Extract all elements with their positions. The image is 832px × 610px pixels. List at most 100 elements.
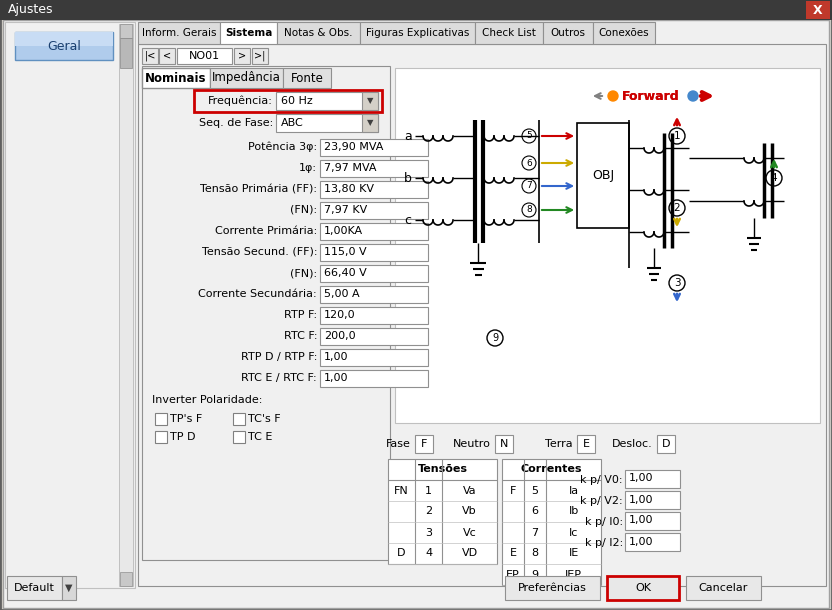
Text: Check List: Check List — [482, 28, 536, 38]
Text: Tensão Secund. (FF):: Tensão Secund. (FF): — [201, 247, 317, 257]
Text: Sistema: Sistema — [225, 28, 272, 38]
Text: X: X — [813, 4, 823, 16]
Bar — [388, 459, 497, 564]
Bar — [577, 123, 629, 228]
Text: Correntes: Correntes — [521, 464, 582, 475]
Text: 1,00: 1,00 — [324, 352, 349, 362]
Text: N: N — [500, 439, 508, 449]
Text: 13,80 KV: 13,80 KV — [324, 184, 374, 194]
Text: 6: 6 — [526, 159, 532, 168]
Bar — [7, 576, 62, 600]
Text: TP D: TP D — [170, 432, 196, 442]
Text: k p/ I2:: k p/ I2: — [585, 538, 623, 548]
Bar — [138, 44, 826, 586]
Text: RTP D / RTP F:: RTP D / RTP F: — [240, 352, 317, 362]
Bar — [277, 22, 360, 44]
Text: TC E: TC E — [248, 432, 272, 442]
Text: Preferências: Preferências — [518, 583, 587, 593]
Bar — [142, 66, 390, 560]
Bar — [283, 68, 331, 88]
Bar — [320, 244, 428, 261]
Bar — [155, 431, 167, 443]
Text: Impedância: Impedância — [212, 71, 281, 85]
Text: Corrente Secundária:: Corrente Secundária: — [198, 289, 317, 299]
Text: Ic: Ic — [569, 528, 578, 537]
Text: 1,00: 1,00 — [629, 495, 653, 504]
Text: EP: EP — [506, 570, 520, 580]
Text: 9: 9 — [492, 333, 498, 343]
Text: Corrente Primária:: Corrente Primária: — [215, 226, 317, 236]
Bar — [502, 459, 601, 585]
Text: ▼: ▼ — [367, 96, 374, 106]
Bar — [62, 576, 76, 600]
Text: 7,97 MVA: 7,97 MVA — [324, 163, 377, 173]
Text: Default: Default — [13, 583, 54, 593]
Text: RTC E / RTC F:: RTC E / RTC F: — [241, 373, 317, 383]
Text: k p/ V2:: k p/ V2: — [581, 496, 623, 506]
Text: Forward: Forward — [622, 90, 680, 102]
Circle shape — [608, 91, 618, 101]
Text: 1: 1 — [674, 131, 681, 141]
Text: Va: Va — [463, 486, 476, 495]
Text: Figuras Explicativas: Figuras Explicativas — [366, 28, 469, 38]
Text: TC's F: TC's F — [248, 414, 280, 424]
Bar — [15, 32, 113, 46]
Text: a: a — [404, 129, 412, 143]
Text: (FN):: (FN): — [290, 205, 317, 215]
Text: Notas & Obs.: Notas & Obs. — [285, 28, 353, 38]
Bar — [220, 22, 277, 44]
Bar — [495, 435, 513, 453]
Text: IE: IE — [568, 548, 578, 559]
Bar — [233, 413, 245, 425]
Text: Cancelar: Cancelar — [698, 583, 748, 593]
Text: Fase: Fase — [386, 439, 411, 449]
Bar — [625, 512, 680, 529]
Text: 200,0: 200,0 — [324, 331, 355, 341]
Text: ABC: ABC — [281, 118, 304, 128]
Text: 4: 4 — [425, 548, 432, 559]
Text: 5: 5 — [526, 132, 532, 140]
Text: Terra: Terra — [545, 439, 573, 449]
Text: 115,0 V: 115,0 V — [324, 247, 367, 257]
Bar — [320, 349, 428, 366]
Text: OK: OK — [635, 583, 651, 593]
Text: 1,00: 1,00 — [324, 373, 349, 383]
Text: Ib: Ib — [568, 506, 578, 517]
Bar — [625, 533, 680, 550]
Bar — [320, 160, 428, 177]
Bar — [320, 139, 428, 156]
Text: E: E — [582, 439, 590, 449]
Text: 1: 1 — [425, 486, 432, 495]
Bar — [233, 431, 245, 443]
Text: 1φ:: 1φ: — [299, 163, 317, 173]
Text: Seq. de Fase:: Seq. de Fase: — [199, 118, 273, 128]
Text: D: D — [397, 548, 406, 559]
Bar — [625, 490, 680, 509]
Text: Nominais: Nominais — [146, 71, 206, 85]
Text: F: F — [510, 486, 516, 495]
Text: ▼: ▼ — [367, 118, 374, 127]
Text: 5: 5 — [532, 486, 538, 495]
Text: NO01: NO01 — [188, 51, 220, 61]
Circle shape — [688, 91, 698, 101]
Text: Outros: Outros — [551, 28, 586, 38]
Bar — [607, 576, 679, 600]
Text: TP's F: TP's F — [170, 414, 202, 424]
Bar — [276, 92, 378, 110]
Bar — [593, 22, 655, 44]
Text: Tensão Primária (FF):: Tensão Primária (FF): — [200, 184, 317, 194]
Text: 1,00KA: 1,00KA — [324, 226, 363, 236]
Bar — [120, 24, 132, 38]
Text: F: F — [421, 439, 427, 449]
Text: 9: 9 — [532, 570, 538, 580]
Text: E: E — [509, 548, 517, 559]
Bar — [119, 24, 133, 586]
Text: >: > — [238, 51, 246, 61]
Bar — [320, 307, 428, 324]
Bar — [543, 22, 593, 44]
Text: Forward: Forward — [622, 90, 680, 102]
Text: 7: 7 — [526, 182, 532, 190]
Text: b: b — [404, 171, 412, 184]
Text: 23,90 MVA: 23,90 MVA — [324, 142, 384, 152]
Text: <: < — [163, 51, 171, 61]
